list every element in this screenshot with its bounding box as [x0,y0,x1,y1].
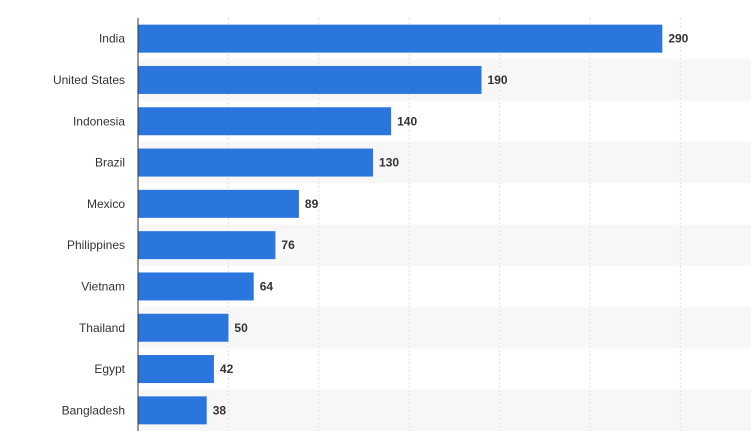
bar [138,148,374,177]
category-label: Thailand [79,321,125,335]
bar [138,24,663,53]
category-label: United States [53,73,125,87]
bar [138,107,392,136]
bar [138,272,254,301]
bars [138,24,663,425]
row-bands [138,59,751,431]
category-label: Bangladesh [62,403,125,417]
row-band [138,389,751,431]
bar [138,355,214,384]
value-label: 190 [488,73,508,87]
category-label: Vietnam [81,279,125,293]
category-label: Philippines [67,238,125,252]
value-label: 50 [234,321,248,335]
row-band [138,307,751,349]
bar [138,189,299,218]
value-label: 64 [260,279,274,293]
category-label: Indonesia [73,114,125,128]
value-label: 76 [281,238,295,252]
value-label: 42 [220,362,234,376]
category-label: Brazil [95,156,125,170]
bar [138,313,229,342]
category-label: Mexico [87,197,125,211]
value-labels: 290 190 140 130 89 76 64 50 42 38 [213,32,689,418]
bar [138,396,207,425]
category-label: India [99,32,125,46]
bar [138,65,482,94]
value-label: 38 [213,403,227,417]
value-label: 290 [668,32,688,46]
bar [138,231,276,260]
value-label: 140 [397,114,417,128]
value-label: 130 [379,156,399,170]
category-label: Egypt [94,362,125,376]
category-labels: India United States Indonesia Brazil Mexico P… [53,32,126,418]
value-label: 89 [305,197,319,211]
